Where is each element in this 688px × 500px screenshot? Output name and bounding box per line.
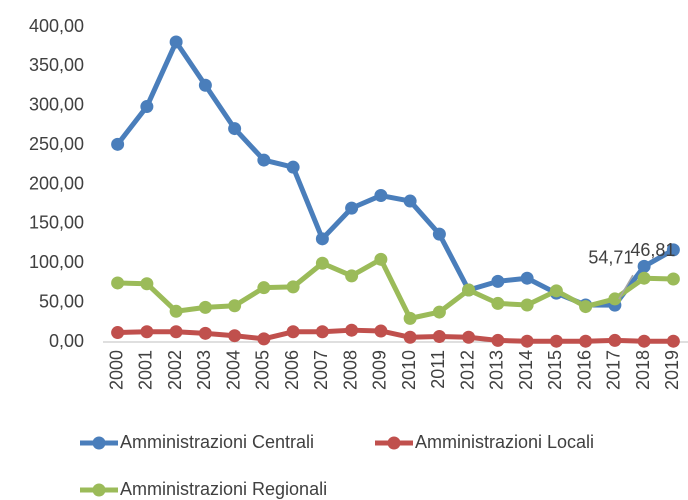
data-point (315, 232, 329, 246)
x-tick-label: 2008 (340, 350, 360, 390)
x-tick-label: 2013 (487, 350, 507, 390)
legend-marker (92, 483, 106, 497)
legend-marker (387, 436, 401, 450)
data-label: 54,71 (588, 248, 633, 268)
data-point (579, 334, 593, 348)
data-point (315, 325, 329, 339)
data-point (491, 333, 505, 347)
data-point (403, 311, 417, 325)
data-point (637, 259, 651, 273)
x-tick-label: 2000 (106, 350, 126, 390)
y-tick-label: 400,00 (29, 16, 84, 36)
data-point (666, 243, 680, 257)
y-tick-label: 0,00 (49, 331, 84, 351)
legend-label: Amministrazioni Locali (415, 432, 594, 452)
data-point (637, 334, 651, 348)
data-point (345, 201, 359, 215)
x-tick-label: 2016 (574, 350, 594, 390)
data-point (228, 299, 242, 313)
x-tick-label: 2007 (311, 350, 331, 390)
data-point (315, 256, 329, 270)
x-tick-label: 2014 (516, 350, 536, 390)
data-point (257, 153, 271, 167)
data-point (666, 272, 680, 286)
data-point (111, 326, 125, 340)
y-tick-label: 200,00 (29, 173, 84, 193)
x-tick-label: 2006 (282, 350, 302, 390)
data-point (432, 227, 446, 241)
data-point (549, 334, 563, 348)
x-tick-label: 2004 (223, 350, 243, 390)
data-point (491, 296, 505, 310)
x-tick-label: 2012 (457, 350, 477, 390)
data-label: 46,81 (630, 240, 675, 260)
data-point (374, 324, 388, 338)
y-tick-label: 250,00 (29, 134, 84, 154)
x-tick-label: 2009 (370, 350, 390, 390)
data-point (169, 304, 183, 318)
x-tick-label: 2010 (399, 350, 419, 390)
x-tick-label: 2019 (662, 350, 682, 390)
data-point (140, 277, 154, 291)
data-point (228, 122, 242, 136)
data-point (374, 252, 388, 266)
data-point (462, 283, 476, 297)
data-point (140, 325, 154, 339)
data-point (432, 305, 446, 319)
y-tick-label: 350,00 (29, 55, 84, 75)
data-point (286, 325, 300, 339)
x-tick-label: 2011 (428, 350, 448, 389)
data-point (140, 100, 154, 114)
data-point (198, 78, 212, 92)
y-tick-label: 50,00 (39, 291, 84, 311)
data-point (520, 271, 534, 285)
data-point (520, 334, 534, 348)
x-tick-label: 2018 (633, 350, 653, 390)
data-point (169, 35, 183, 49)
data-point (579, 300, 593, 314)
data-point (169, 325, 183, 339)
data-point (257, 281, 271, 295)
y-tick-label: 100,00 (29, 252, 84, 272)
legend-label: Amministrazioni Regionali (120, 479, 327, 499)
x-tick-label: 2003 (194, 350, 214, 390)
data-point (637, 271, 651, 285)
data-point (257, 332, 271, 346)
data-point (432, 329, 446, 343)
data-point (111, 137, 125, 151)
data-point (403, 330, 417, 344)
legend-label: Amministrazioni Centrali (120, 432, 314, 452)
x-tick-label: 2005 (253, 350, 273, 390)
data-point (345, 323, 359, 337)
legend-marker (92, 436, 106, 450)
data-point (608, 333, 622, 347)
data-point (491, 274, 505, 288)
data-point (462, 330, 476, 344)
x-tick-label: 2001 (136, 350, 156, 390)
data-point (286, 280, 300, 294)
data-point (345, 269, 359, 283)
data-point (198, 300, 212, 314)
data-point (549, 284, 563, 298)
x-tick-label: 2002 (165, 350, 185, 390)
y-tick-label: 150,00 (29, 213, 84, 233)
data-point (666, 334, 680, 348)
data-point (403, 194, 417, 208)
x-tick-label: 2017 (604, 350, 624, 390)
x-tick-label: 2015 (545, 350, 565, 390)
data-point (198, 326, 212, 340)
data-point (228, 329, 242, 343)
y-tick-label: 300,00 (29, 95, 84, 115)
data-point (286, 160, 300, 174)
data-point (520, 298, 534, 312)
data-point (111, 276, 125, 290)
leader-line (618, 274, 634, 300)
data-point (608, 292, 622, 306)
data-point (374, 189, 388, 203)
